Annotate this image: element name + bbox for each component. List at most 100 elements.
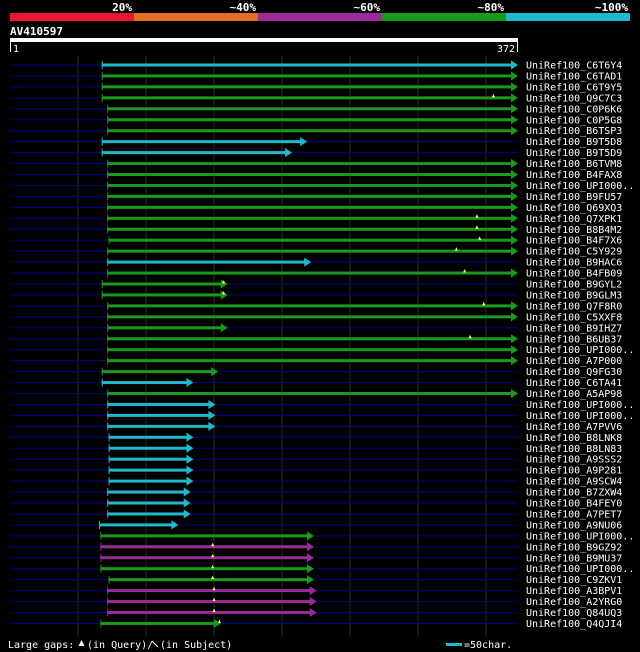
hit-label[interactable]: UniRef100_A2YRG0 (526, 597, 622, 608)
hit-label[interactable]: UniRef100_B8LNK8 (526, 433, 622, 444)
hit-arrow (186, 476, 194, 486)
gap-marker (475, 214, 479, 218)
hit-label[interactable]: UniRef100_B9T5D8 (526, 137, 622, 148)
hit-row: UniRef100_A9SCW4 (10, 476, 622, 488)
hit-label[interactable]: UniRef100_C6TAD1 (526, 71, 622, 82)
hit-arrow (511, 345, 518, 355)
identity-legend-swatch (134, 13, 258, 21)
hit-bar (100, 534, 308, 538)
hit-bar (107, 359, 513, 363)
hit-label[interactable]: UniRef100_UPI000.. (526, 345, 634, 356)
hit-label[interactable]: UniRef100_C0P5G8 (526, 115, 622, 126)
hit-row: UniRef100_B8B4M2 (10, 224, 622, 236)
hit-label[interactable]: UniRef100_B9HAC6 (526, 258, 622, 269)
hit-label[interactable]: UniRef100_Q84UQ3 (526, 608, 622, 619)
hit-label[interactable]: UniRef100_Q4QJI4 (526, 619, 622, 630)
gap-marker (212, 586, 216, 591)
hit-arrow (511, 159, 518, 169)
hit-arrow (300, 137, 308, 147)
hit-bar (107, 326, 222, 330)
hit-row: UniRef100_B8LNK8 (10, 432, 622, 444)
hit-label[interactable]: UniRef100_UPI000.. (526, 564, 634, 575)
hit-row: UniRef100_B6UB37 (10, 334, 622, 345)
hit-label[interactable]: UniRef100_B7ZXW4 (526, 488, 622, 499)
hit-label[interactable]: UniRef100_A7PET7 (526, 509, 622, 520)
hit-label[interactable]: UniRef100_C0P6K6 (526, 104, 622, 115)
identity-legend-label: ~80% (478, 1, 505, 14)
hit-label[interactable]: UniRef100_Q9FG30 (526, 367, 622, 378)
hit-label[interactable]: UniRef100_A5AP98 (526, 389, 622, 400)
hit-row: UniRef100_B9IHZ7 (10, 323, 622, 334)
hit-label[interactable]: UniRef100_UPI000.. (526, 181, 634, 192)
hit-row: UniRef100_A3BPV1 (10, 586, 622, 597)
hit-label[interactable]: UniRef100_A9NU06 (526, 520, 622, 531)
hit-label[interactable]: UniRef100_C6T9Y5 (526, 82, 622, 93)
hit-label[interactable]: UniRef100_UPI000.. (526, 400, 634, 411)
hit-label[interactable]: UniRef100_B4FEY0 (526, 499, 622, 510)
hit-row: UniRef100_B9FU57 (10, 191, 622, 203)
hit-label[interactable]: UniRef100_C5Y929 (526, 247, 622, 258)
hit-label[interactable]: UniRef100_A9P281 (526, 466, 622, 477)
hit-label[interactable]: UniRef100_B4FAX8 (526, 170, 622, 181)
hit-arrow (309, 586, 317, 596)
hit-label[interactable]: UniRef100_C9ZKV1 (526, 575, 622, 586)
hit-arrow (511, 301, 518, 311)
hit-bar (107, 424, 210, 428)
hit-label[interactable]: UniRef100_A3BPV1 (526, 586, 622, 597)
hit-row: UniRef100_C0P6K6 (10, 104, 622, 115)
hit-row: UniRef100_Q84UQ3 (10, 608, 622, 619)
hit-row: UniRef100_Q69XQ3 (10, 202, 622, 214)
query-ruler (10, 38, 518, 42)
hit-label[interactable]: UniRef100_Q7XPK1 (526, 214, 622, 225)
hit-bar (107, 402, 210, 406)
hit-label[interactable]: UniRef100_B9T5D9 (526, 148, 622, 159)
hit-bar (107, 392, 513, 395)
hit-label[interactable]: UniRef100_B6UB37 (526, 334, 622, 345)
hit-label[interactable]: UniRef100_Q7F8R0 (526, 301, 622, 312)
hit-label[interactable]: UniRef100_B9GZ92 (526, 542, 622, 553)
hit-label[interactable]: UniRef100_Q69XQ3 (526, 203, 622, 214)
hit-label[interactable]: UniRef100_B4F7X6 (526, 236, 622, 247)
hit-bar (107, 611, 311, 614)
hit-arrow (511, 202, 518, 212)
hit-arrow (309, 597, 317, 607)
hit-label[interactable]: UniRef100_B4FB09 (526, 269, 622, 280)
hit-label[interactable]: UniRef100_B9GYL2 (526, 280, 622, 291)
hit-row: UniRef100_UPI000.. (10, 345, 634, 356)
hit-label[interactable]: UniRef100_B8LN83 (526, 444, 622, 455)
hit-arrow (306, 542, 314, 552)
hit-bar (101, 85, 512, 89)
hit-label[interactable]: UniRef100_A7PVV6 (526, 422, 622, 433)
hit-row: UniRef100_B6TSP3 (10, 126, 622, 137)
hit-label[interactable]: UniRef100_C6T6Y4 (526, 61, 622, 72)
identity-legend-label: ~100% (595, 1, 628, 14)
hit-label[interactable]: UniRef100_B9IHZ7 (526, 323, 622, 334)
hit-bar (101, 370, 213, 374)
hit-label[interactable]: UniRef100_Q9C7C3 (526, 93, 622, 104)
hit-label[interactable]: UniRef100_C6TA41 (526, 378, 622, 389)
hit-label[interactable]: UniRef100_B8B4M2 (526, 225, 622, 236)
hit-label[interactable]: UniRef100_B9GLM3 (526, 290, 622, 301)
hit-arrow (511, 246, 518, 256)
hit-arrow (186, 443, 194, 453)
hit-label[interactable]: UniRef100_B9FU57 (526, 192, 622, 203)
gap-marker (222, 280, 226, 284)
hit-label[interactable]: UniRef100_B6TSP3 (526, 126, 622, 137)
hit-arrow (183, 509, 191, 519)
hit-label[interactable]: UniRef100_B6TVM8 (526, 159, 622, 170)
hit-label[interactable]: UniRef100_UPI000.. (526, 411, 634, 422)
hit-row: UniRef100_C6T6Y4 (10, 60, 622, 72)
hit-label[interactable]: UniRef100_UPI000.. (526, 531, 634, 542)
hit-label[interactable]: UniRef100_C5XXF8 (526, 312, 622, 323)
hit-label[interactable]: UniRef100_A9SSS2 (526, 455, 622, 466)
hit-row: UniRef100_B9MU37 (10, 553, 622, 564)
gap-marker (211, 564, 215, 569)
hit-arrow (306, 531, 314, 541)
hit-row: UniRef100_C5XXF8 (10, 312, 622, 323)
hit-label[interactable]: UniRef100_A9SCW4 (526, 477, 622, 488)
hit-arrow (511, 126, 518, 136)
hit-bar (107, 490, 185, 494)
hit-label[interactable]: UniRef100_A7P000 (526, 356, 622, 367)
hit-arrow (511, 312, 518, 322)
hit-label[interactable]: UniRef100_B9MU37 (526, 553, 622, 564)
